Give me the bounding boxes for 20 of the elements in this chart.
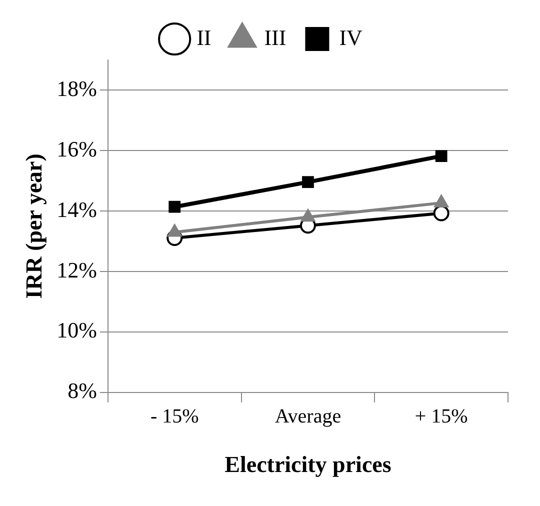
x-tick-label: Average [274, 406, 342, 428]
x-axis-title: Electricity prices [224, 452, 392, 478]
y-tick-label: 18% [56, 76, 97, 101]
point [302, 176, 314, 188]
legend-label: II [196, 24, 212, 50]
point [300, 209, 316, 222]
point [168, 224, 182, 237]
legend-label: IV [339, 24, 363, 50]
y-tick-label: 16% [56, 136, 97, 162]
y-tick-label: 10% [56, 318, 97, 343]
x-tick-label: + 15% [414, 406, 468, 428]
y-tick-label: 14% [56, 196, 97, 222]
x-tick-label: - 15% [150, 406, 199, 428]
point [433, 205, 450, 222]
point [435, 150, 448, 162]
legend-label: III [264, 24, 286, 50]
y-tick-label: 8% [68, 378, 97, 404]
y-tick-label: 12% [56, 257, 97, 282]
y-axis-title: IRR (per year) [22, 154, 47, 299]
point [168, 200, 181, 213]
